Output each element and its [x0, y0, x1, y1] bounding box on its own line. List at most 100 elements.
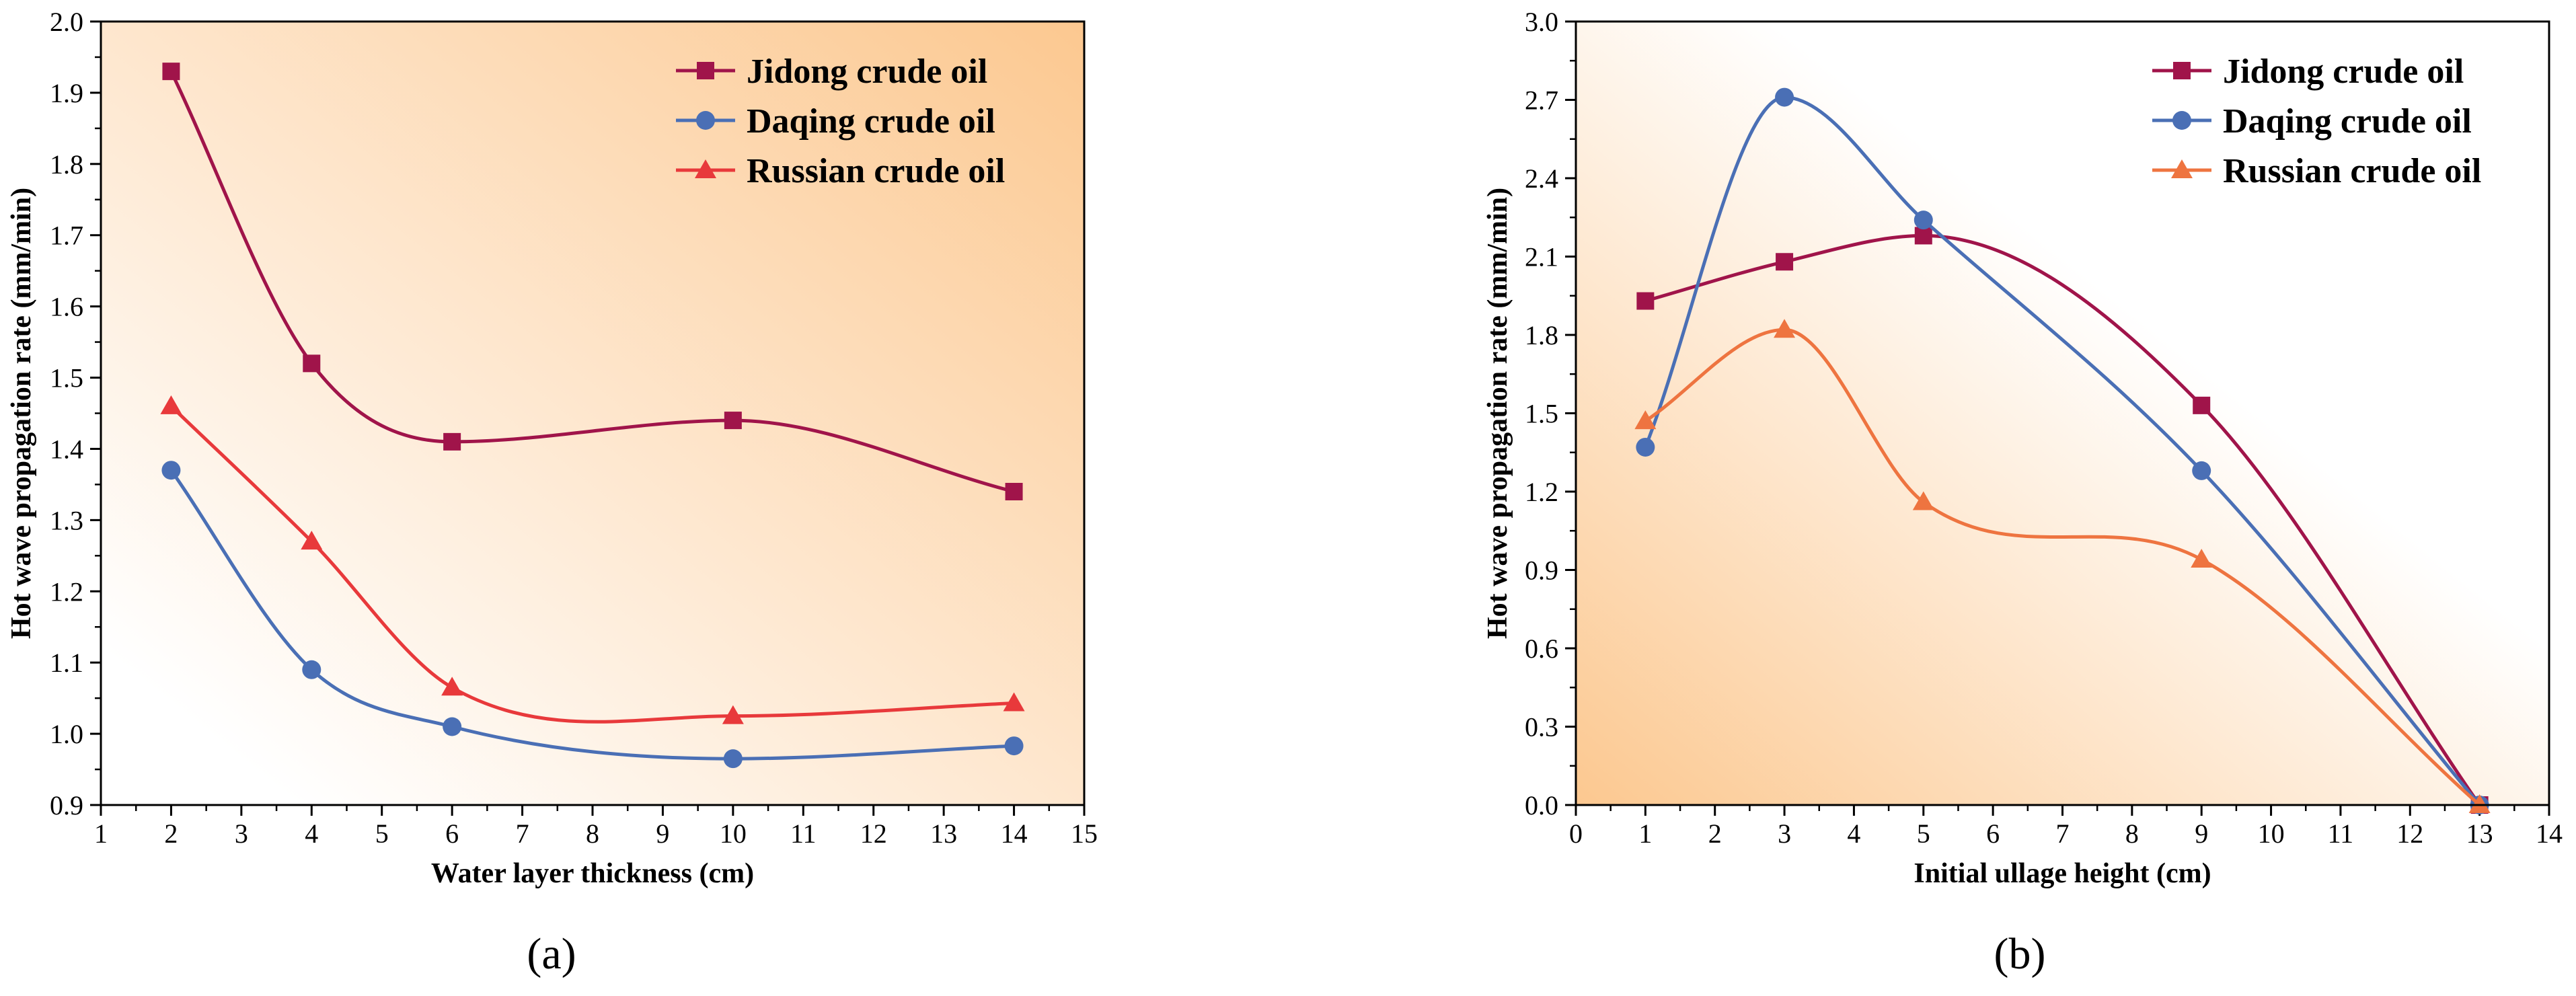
- chart-b-panel-label: (b): [1994, 929, 2046, 979]
- chart-a-y-tick-label: 2.0: [50, 7, 83, 37]
- chart-a-plot-background: [101, 22, 1084, 805]
- chart-b-y-tick-label: 2.1: [1525, 242, 1558, 272]
- chart-a-legend: Jidong crude oil Daqing crude oil Russian …: [676, 52, 1005, 190]
- chart-a-x-tick-label: 3: [235, 818, 248, 849]
- chart-b-x-tick-label: 8: [2125, 818, 2139, 849]
- chart-a-x-tick-label: 5: [375, 818, 389, 849]
- chart-a-point-jidong: [303, 354, 321, 373]
- chart-b-legend: Jidong crude oil Daqing crude oil Russian …: [2152, 52, 2481, 190]
- chart-a-x-tick-label: 11: [790, 818, 817, 849]
- chart-b-y-tick-label: 3.0: [1525, 7, 1558, 37]
- chart-b-line-russian: [1644, 328, 2481, 806]
- chart-b-point-daqing: [2192, 461, 2211, 480]
- chart-b-x-tick-label: 1: [1638, 818, 1652, 849]
- chart-b-y-axis-title: Hot wave propagation rate (mm/min): [1482, 188, 1513, 639]
- chart-b-legend-marker-jidong: [2173, 62, 2191, 79]
- chart-b-x-tick-label: 14: [2536, 818, 2563, 849]
- chart-b-x-tick-label: 7: [2056, 818, 2070, 849]
- chart-a-x-axis-title: Water layer thickness (cm): [431, 858, 754, 889]
- chart-b-x-tick-label: 12: [2396, 818, 2423, 849]
- chart-b-legend-label-jidong: Jidong crude oil: [2223, 52, 2464, 91]
- chart-a-y-tick-label: 1.8: [50, 149, 83, 180]
- chart-a-legend-marker-russian: [695, 159, 716, 178]
- chart-a-legend-marker-daqing: [696, 111, 715, 130]
- chart-a-y-tick-label: 1.1: [50, 648, 83, 678]
- chart-a-x-tick-label: 14: [1001, 818, 1028, 849]
- chart-a-point-daqing: [302, 660, 321, 679]
- chart-a-y-tick-label: 1.6: [50, 292, 83, 322]
- chart-a: 1 2 3 4 5 6 7 8 9 10 11 12 13 14 150.91.01.11.21.31.41…: [6, 7, 1098, 979]
- chart-b-plot-background: [1576, 22, 2549, 805]
- chart-a-point-daqing: [161, 461, 181, 480]
- chart-b-point-jidong: [1914, 227, 1932, 245]
- chart-a-legend-marker-jidong: [697, 62, 714, 79]
- chart-a-point-daqing: [723, 749, 743, 769]
- chart-a-y-tick-label: 0.9: [50, 790, 83, 820]
- chart-a-point-russian: [441, 677, 463, 696]
- chart-b-point-russian: [2468, 794, 2491, 813]
- chart-b-point-russian: [2191, 548, 2213, 568]
- chart-b-legend-marker-daqing: [2172, 111, 2191, 130]
- chart-b-point-jidong: [1776, 253, 1794, 271]
- chart-b-line-daqing: [1644, 95, 2481, 806]
- chart-b-point-jidong: [2193, 396, 2211, 414]
- chart-b-y-tick-label: 1.5: [1525, 399, 1558, 429]
- chart-a-point-russian: [722, 705, 744, 724]
- chart-a-point-jidong: [724, 412, 742, 430]
- chart-a-x-tick-label: 8: [586, 818, 599, 849]
- chart-a-legend-label-russian: Russian crude oil: [747, 152, 1005, 190]
- chart-b-legend-marker-russian: [2171, 159, 2193, 178]
- chart-b-y-tick-label: 0.9: [1525, 556, 1558, 586]
- chart-b-y-tick-label: 1.8: [1525, 320, 1558, 350]
- chart-a-x-tick-label: 10: [720, 818, 747, 849]
- chart-a-point-russian: [1003, 692, 1025, 712]
- chart-b-x-tick-label: 5: [1917, 818, 1930, 849]
- chart-a-x-tick-label: 4: [305, 818, 318, 849]
- chart-a-y-tick-label: 1.0: [50, 719, 83, 749]
- chart-b-point-russian: [1634, 410, 1657, 430]
- chart-b-x-tick-label: 10: [2258, 818, 2285, 849]
- chart-b-y-tick-label: 2.7: [1525, 85, 1558, 116]
- chart-a-legend-label-daqing: Daqing crude oil: [747, 102, 995, 141]
- chart-a-point-daqing: [1004, 736, 1024, 756]
- chart-a-x-tick-label: 13: [930, 818, 957, 849]
- chart-a-y-tick-label: 1.4: [50, 434, 83, 464]
- chart-b-x-axis-title: Initial ullage height (cm): [1914, 858, 2211, 889]
- chart-b-x-tick-label: 0: [1569, 818, 1583, 849]
- chart-a-plot-frame: [100, 20, 1086, 806]
- chart-b-point-daqing: [1914, 210, 1933, 230]
- chart-b-x-tick-label: 2: [1708, 818, 1722, 849]
- chart-b-legend-label-daqing: Daqing crude oil: [2223, 102, 2472, 141]
- chart-a-x-tick-label: 15: [1071, 818, 1098, 849]
- chart-a-y-tick-label: 1.3: [50, 505, 83, 535]
- chart-a-line-daqing: [169, 469, 1014, 761]
- chart-a-y-tick-label: 1.9: [50, 78, 83, 108]
- chart-a-x-tick-label: 2: [164, 818, 178, 849]
- chart-a-x-tick-label: 1: [94, 818, 108, 849]
- chart-b-x-tick-label: 6: [1986, 818, 2000, 849]
- chart-a-point-russian: [160, 395, 182, 414]
- chart-a-y-tick-label: 1.2: [50, 576, 83, 607]
- chart-b-point-russian: [1912, 491, 1934, 510]
- chart-b-point-russian: [1774, 319, 1796, 338]
- chart-b-y-tick-label: 1.2: [1525, 477, 1558, 507]
- chart-b-x-tick-label: 9: [2195, 818, 2208, 849]
- chart-a-point-jidong: [162, 63, 180, 81]
- chart-a-point-jidong: [443, 432, 461, 451]
- chart-b-line-jidong: [1644, 233, 2481, 806]
- chart-a-y-tick-label: 1.5: [50, 363, 83, 393]
- chart-a-legend-label-jidong: Jidong crude oil: [747, 52, 987, 91]
- chart-a-point-jidong: [1005, 483, 1023, 500]
- chart-b-tick-labels: 0 1 2 3 4 5 6 7 8 9 10 11 12 13 140.00.30.60.91.21.51.…: [1525, 7, 2563, 849]
- chart-b-point-daqing: [1636, 437, 1655, 457]
- chart-b-plot-frame: [1575, 20, 2550, 806]
- chart-a-y-tick-label: 1.7: [50, 221, 83, 251]
- chart-b-point-daqing: [1775, 87, 1794, 107]
- chart-a-panel-label: (a): [527, 929, 576, 979]
- chart-b-y-tick-label: 0.3: [1525, 712, 1558, 742]
- chart-a-x-tick-label: 6: [445, 818, 459, 849]
- chart-b-x-tick-label: 11: [2328, 818, 2354, 849]
- chart-b-ticks: [1565, 20, 2550, 816]
- chart-a-x-tick-label: 7: [516, 818, 529, 849]
